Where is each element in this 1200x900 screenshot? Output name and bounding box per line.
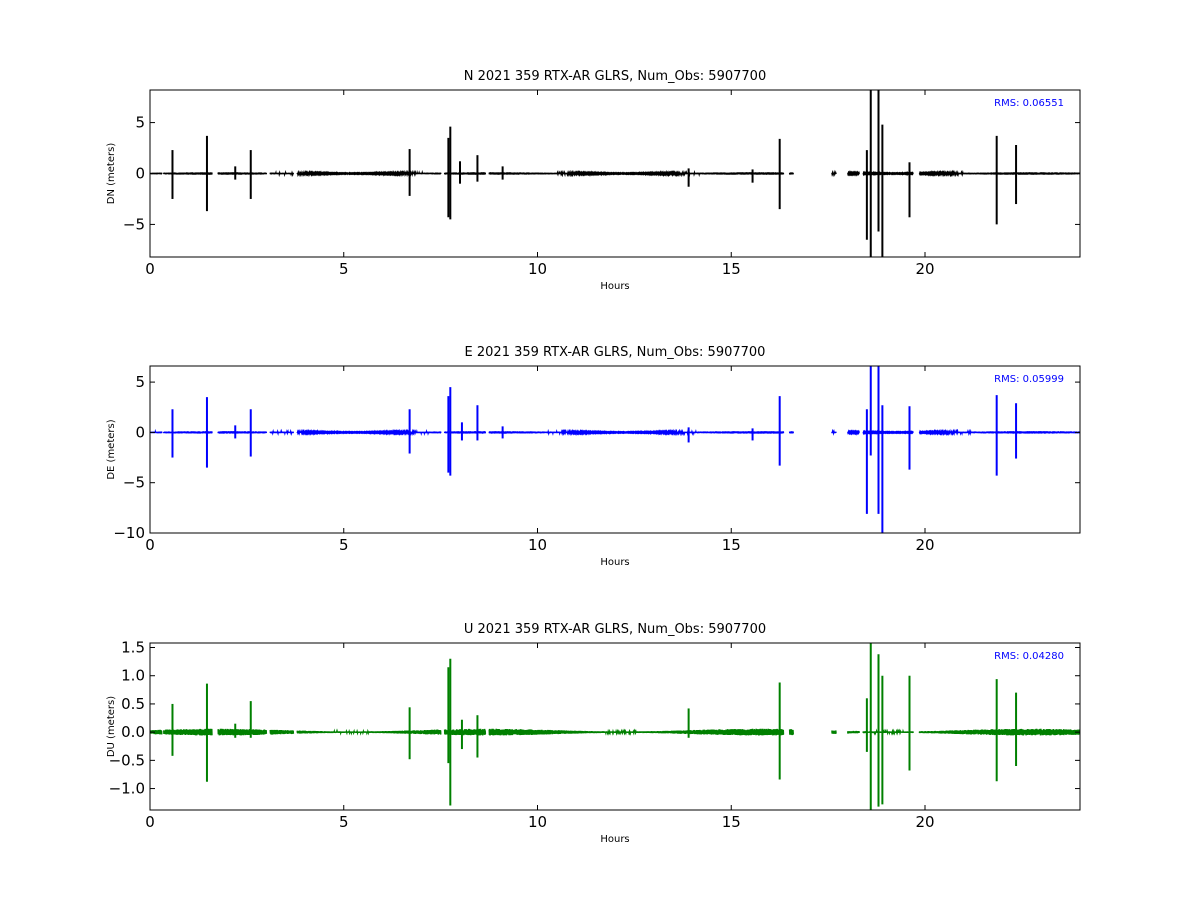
chart-2-xtick-label-0: 0 [145, 813, 155, 831]
chart-0: N 2021 359 RTX-AR GLRS, Num_Obs: 5907700… [106, 69, 1081, 292]
chart-0-ytick-label-1: 0 [135, 165, 145, 183]
chart-1-ylabel: DE (meters) [106, 419, 117, 479]
chart-1-series [150, 366, 1080, 533]
chart-1: E 2021 359 RTX-AR GLRS, Num_Obs: 5907700… [106, 345, 1081, 568]
chart-2: U 2021 359 RTX-AR GLRS, Num_Obs: 5907700… [106, 622, 1081, 845]
chart-2-ytick-label-3: 0.5 [121, 695, 145, 713]
chart-2-xlabel: Hours [600, 834, 629, 845]
chart-2-rms-annotation: RMS: 0.04280 [994, 651, 1064, 662]
chart-1-trace [150, 428, 1080, 437]
chart-2-ylabel: DU (meters) [106, 696, 117, 757]
chart-1-xtick-label-3: 15 [722, 536, 741, 554]
chart-0-title: N 2021 359 RTX-AR GLRS, Num_Obs: 5907700 [464, 69, 766, 84]
chart-1-title: E 2021 359 RTX-AR GLRS, Num_Obs: 5907700 [465, 345, 766, 360]
chart-1-xtick-label-0: 0 [145, 536, 155, 554]
chart-1-rms-annotation: RMS: 0.05999 [994, 374, 1064, 385]
chart-2-title: U 2021 359 RTX-AR GLRS, Num_Obs: 5907700 [464, 622, 766, 637]
chart-1-ytick-label-3: 5 [135, 373, 145, 391]
chart-2-xtick-label-3: 15 [722, 813, 741, 831]
chart-2-ytick-label-1: −0.5 [109, 751, 145, 769]
chart-0-rms-annotation: RMS: 0.06551 [994, 98, 1064, 109]
chart-1-xlabel: Hours [600, 557, 629, 568]
chart-0-series [150, 90, 1080, 257]
chart-0-xtick-label-0: 0 [145, 260, 155, 278]
chart-2-axes [149, 642, 1081, 811]
chart-2-trace [150, 728, 1080, 736]
chart-1-ytick-label-2: 0 [135, 423, 145, 441]
chart-0-xlabel: Hours [600, 281, 629, 292]
chart-0-ylabel: DN (meters) [106, 143, 117, 205]
chart-0-trace [150, 169, 1080, 178]
chart-1-xtick-label-2: 10 [528, 536, 547, 554]
chart-2-ytick-label-2: 0.0 [121, 723, 145, 741]
chart-0-ytick-label-2: 5 [135, 114, 145, 132]
chart-2-xtick-label-2: 10 [528, 813, 547, 831]
chart-0-xtick-label-4: 20 [915, 260, 934, 278]
chart-2-ytick-label-4: 1.0 [121, 667, 145, 685]
chart-0-xtick-label-2: 10 [528, 260, 547, 278]
chart-2-ytick-label-0: −1.0 [109, 780, 145, 798]
chart-0-xtick-label-3: 15 [722, 260, 741, 278]
chart-1-ytick-label-1: −5 [123, 474, 145, 492]
chart-1-axes [149, 365, 1081, 534]
chart-1-xtick-label-1: 5 [339, 536, 349, 554]
chart-0-ytick-label-0: −5 [123, 215, 145, 233]
chart-0-xtick-label-1: 5 [339, 260, 349, 278]
chart-1-ytick-label-0: −10 [113, 524, 145, 542]
chart-2-ytick-label-5: 1.5 [121, 639, 145, 657]
chart-2-xtick-label-1: 5 [339, 813, 349, 831]
chart-1-xtick-label-4: 20 [915, 536, 934, 554]
chart-2-xtick-label-4: 20 [915, 813, 934, 831]
chart-2-series [150, 643, 1080, 810]
